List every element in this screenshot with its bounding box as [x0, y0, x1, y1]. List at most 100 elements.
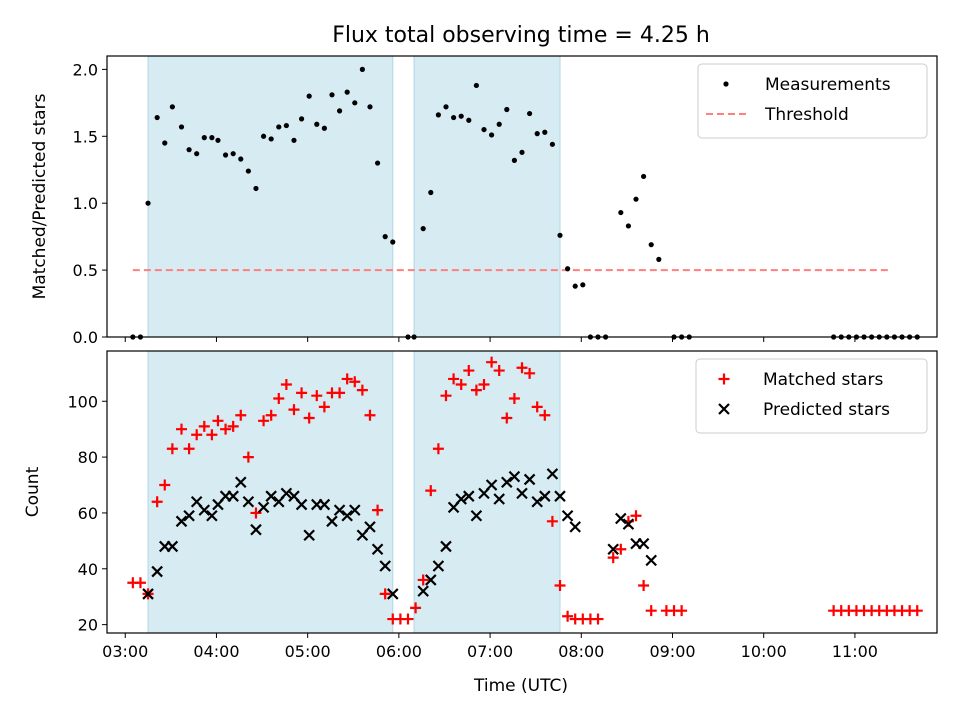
predicted-point [561, 509, 574, 522]
predicted-point [234, 476, 247, 489]
predicted-point [569, 521, 581, 533]
matched-point [318, 401, 330, 413]
measurement-point [194, 151, 200, 157]
measurement-point [178, 124, 185, 130]
measurement-point [496, 121, 502, 127]
chart-title: Flux total observing time = 4.25 h [332, 23, 710, 48]
measurement-point [321, 125, 327, 131]
matched-point [175, 423, 187, 435]
x-tick-label: 03:00 [102, 642, 148, 661]
predicted-point [227, 490, 239, 502]
predicted-point [183, 509, 195, 522]
measurement-point [557, 232, 563, 238]
matched-point [440, 390, 452, 402]
predicted-point [440, 540, 452, 553]
matched-point [227, 420, 239, 432]
matched-point [191, 429, 203, 441]
y-tick-label: 60 [78, 504, 98, 523]
matched-point [417, 574, 429, 586]
predicted-point [417, 585, 429, 597]
measurement-point [466, 117, 472, 123]
matched-point [280, 379, 292, 391]
y-tick-label: 0.0 [73, 328, 98, 347]
measurement-point [374, 160, 381, 166]
predicted-point [265, 490, 277, 502]
matched-point [562, 610, 574, 622]
legend-marker-predicted [718, 403, 730, 415]
measurement-point [276, 124, 282, 130]
measurement-point [633, 196, 639, 202]
y-tick-label: 1.0 [73, 194, 98, 213]
matched-point [592, 613, 604, 625]
measurement-point [488, 132, 495, 138]
matched-point [402, 613, 414, 625]
predicted-point [645, 554, 657, 567]
legend-marker-matched [718, 373, 730, 385]
measurement-point [450, 114, 457, 121]
measurement-point [443, 104, 449, 110]
predicted-point [501, 476, 513, 489]
measurement-point [580, 282, 586, 288]
predicted-point [280, 487, 293, 500]
predicted-point [295, 498, 308, 511]
measurement-point [641, 173, 647, 180]
x-tick-label: 08:00 [558, 642, 604, 661]
predicted-point [166, 540, 179, 553]
matched-point [242, 451, 254, 463]
legend-box [695, 358, 928, 434]
measurement-point [344, 89, 350, 95]
predicted-point [523, 473, 536, 486]
predicted-point [175, 515, 188, 528]
y-axis-label: Matched/Predicted stars [30, 93, 50, 299]
predicted-point [333, 504, 346, 516]
measurement-point [458, 113, 464, 119]
predicted-point [615, 512, 627, 525]
measurement-point [534, 131, 540, 137]
legend-box [697, 63, 928, 139]
matched-point [356, 384, 368, 396]
observing-interval-1 [147, 55, 394, 338]
matched-point [432, 443, 444, 455]
observing-interval-1 [147, 350, 394, 634]
matched-point [311, 390, 323, 402]
predicted-point [432, 560, 445, 572]
matched-point [638, 580, 650, 592]
measurement-point [201, 135, 207, 141]
measurement-point [527, 110, 533, 117]
observing-interval-2 [413, 350, 561, 634]
legend-label: Predicted stars [763, 400, 890, 420]
matched-point [607, 552, 619, 564]
predicted-point [607, 543, 619, 556]
y-axis-label: Count [23, 466, 43, 517]
predicted-point [455, 493, 467, 505]
predicted-point [151, 565, 163, 578]
legend: Matched stars Predicted stars [695, 358, 928, 434]
measurement-point [169, 104, 175, 110]
predicted-point [341, 509, 353, 522]
predicted-point [198, 504, 211, 516]
measurement-point [186, 147, 192, 153]
predicted-point [546, 468, 559, 480]
matched-point [379, 588, 391, 600]
measurement-point [215, 137, 221, 143]
predicted-point [318, 498, 331, 511]
matched-point [349, 376, 361, 388]
measurement-point [420, 226, 426, 232]
matched-point [220, 423, 232, 435]
series-matched-stars [127, 356, 923, 625]
y-tick-label: 0.5 [73, 261, 98, 280]
measurement-point [336, 108, 343, 114]
y-tick-label: 40 [78, 560, 98, 579]
predicted-point [425, 574, 437, 586]
predicted-point [257, 501, 270, 514]
matched-point [151, 496, 163, 508]
matched-point [288, 404, 300, 416]
measurement-point [367, 104, 373, 110]
measurement-point [428, 189, 434, 196]
matched-point [478, 379, 490, 391]
legend-label: Threshold [764, 105, 849, 125]
matched-point [198, 420, 210, 432]
matched-point [206, 429, 218, 441]
legend-marker-measurements [723, 81, 729, 87]
